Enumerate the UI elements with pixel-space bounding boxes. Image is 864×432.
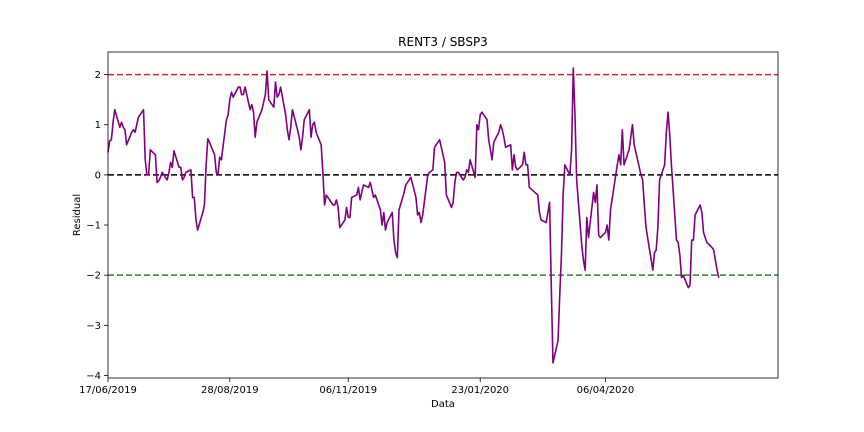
x-axis-label: Data [431, 399, 455, 410]
series-line-residual [107, 67, 720, 364]
x-axis-ticks: 17/06/2019 28/08/2019 06/11/2019 23/01/2020… [79, 378, 634, 396]
y-tick-label: 2 [95, 70, 101, 81]
x-tick-label: 17/06/2019 [79, 385, 137, 396]
chart-title: RENT3 / SBSP3 [398, 35, 488, 49]
y-tick-label: −4 [86, 371, 101, 382]
y-axis-ticks: −4 −3 −2 −1 0 1 2 [86, 70, 108, 382]
plot-frame [107, 51, 779, 379]
y-tick-label: −1 [86, 221, 101, 232]
y-axis-label: Residual [72, 194, 83, 236]
x-tick-label: 28/08/2019 [201, 385, 259, 396]
y-tick-label: 1 [95, 120, 101, 131]
x-tick-label: 06/11/2019 [319, 385, 377, 396]
x-tick-label: 23/01/2020 [451, 385, 509, 396]
reference-lines [108, 73, 778, 276]
y-tick-label: −3 [86, 321, 101, 332]
y-tick-label: 0 [95, 170, 101, 181]
plot-area [108, 52, 778, 378]
x-tick-label: 06/04/2020 [577, 385, 635, 396]
y-tick-label: −2 [86, 271, 101, 282]
